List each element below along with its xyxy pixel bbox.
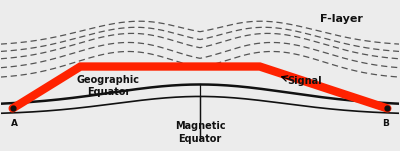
Text: Geographic
Equator: Geographic Equator	[77, 75, 140, 97]
Text: B: B	[382, 119, 389, 128]
Text: F-layer: F-layer	[320, 14, 362, 24]
Text: Magnetic
Equator: Magnetic Equator	[175, 121, 225, 144]
Text: Signal: Signal	[288, 77, 322, 87]
Text: A: A	[11, 119, 18, 128]
